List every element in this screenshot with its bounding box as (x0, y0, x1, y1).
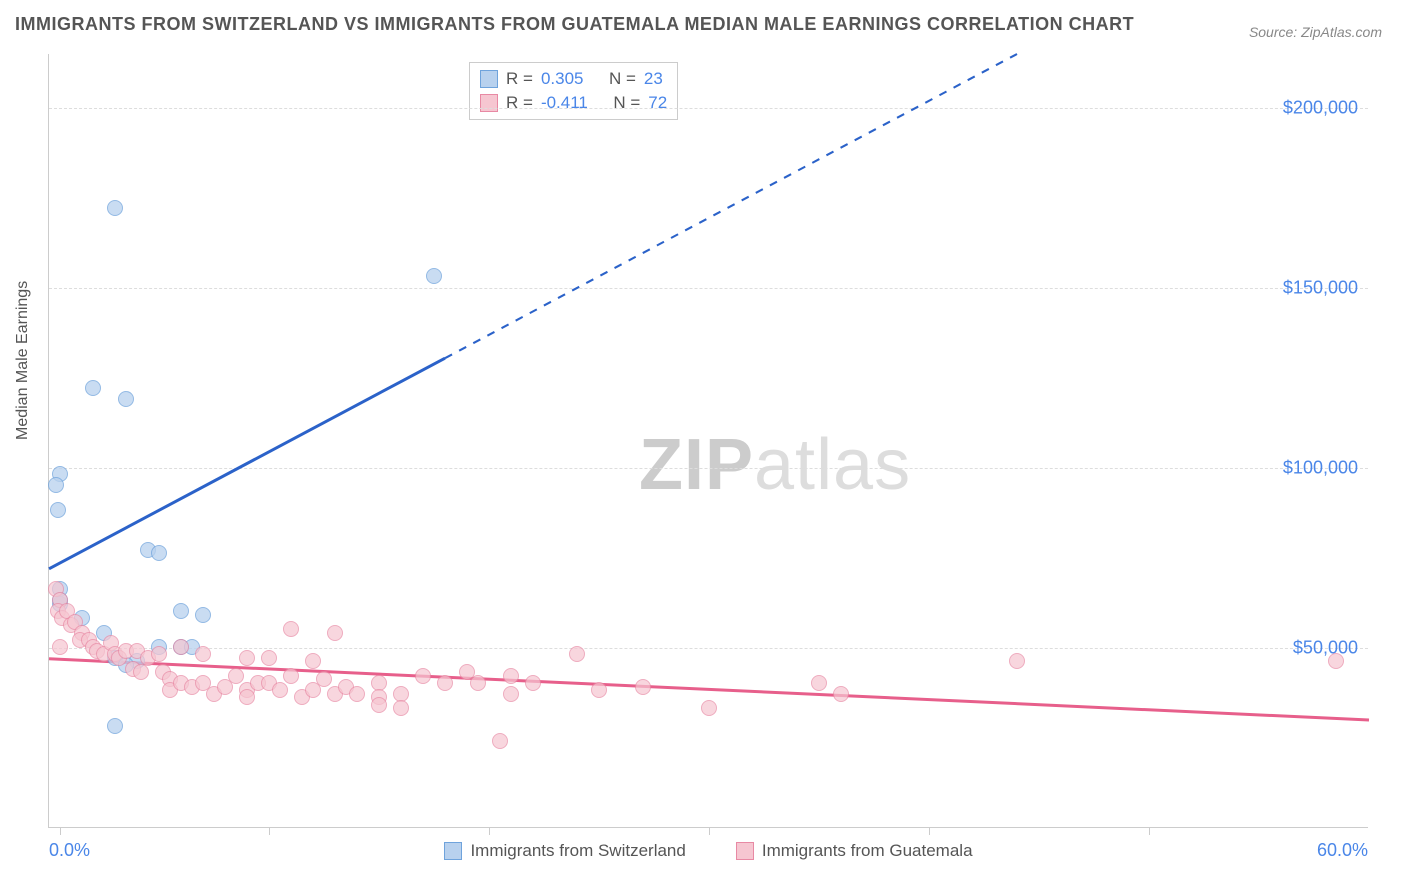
data-point-guatemala (316, 671, 332, 687)
data-point-guatemala (327, 625, 343, 641)
data-point-guatemala (591, 682, 607, 698)
data-point-guatemala (283, 621, 299, 637)
legend-item-switzerland: Immigrants from Switzerland (444, 841, 685, 861)
data-point-guatemala (525, 675, 541, 691)
data-point-guatemala (272, 682, 288, 698)
data-point-guatemala (133, 664, 149, 680)
data-point-switzerland (107, 718, 123, 734)
chart-title: IMMIGRANTS FROM SWITZERLAND VS IMMIGRANT… (15, 14, 1134, 35)
data-point-guatemala (283, 668, 299, 684)
x-tick (1149, 827, 1150, 835)
data-point-guatemala (503, 668, 519, 684)
bottom-legend: Immigrants from Switzerland Immigrants f… (49, 841, 1368, 861)
data-point-guatemala (228, 668, 244, 684)
data-point-guatemala (52, 639, 68, 655)
data-point-switzerland (48, 477, 64, 493)
x-tick (929, 827, 930, 835)
legend-label-switzerland: Immigrants from Switzerland (470, 841, 685, 861)
data-point-guatemala (239, 650, 255, 666)
data-point-guatemala (393, 700, 409, 716)
data-point-switzerland (151, 545, 167, 561)
data-point-switzerland (107, 200, 123, 216)
x-tick (60, 827, 61, 835)
data-point-guatemala (701, 700, 717, 716)
data-point-guatemala (349, 686, 365, 702)
x-tick (709, 827, 710, 835)
data-point-guatemala (492, 733, 508, 749)
data-point-guatemala (437, 675, 453, 691)
data-point-guatemala (833, 686, 849, 702)
data-point-guatemala (151, 646, 167, 662)
data-point-guatemala (195, 646, 211, 662)
data-point-switzerland (173, 603, 189, 619)
data-point-guatemala (569, 646, 585, 662)
scatter-chart: ZIPatlas R = 0.305 N = 23 R = -0.411 N =… (48, 54, 1368, 828)
data-point-guatemala (811, 675, 827, 691)
data-point-guatemala (415, 668, 431, 684)
data-point-guatemala (470, 675, 486, 691)
x-tick (489, 827, 490, 835)
data-point-guatemala (1328, 653, 1344, 669)
legend-swatch-guatemala (736, 842, 754, 860)
data-point-switzerland (50, 502, 66, 518)
x-tick (269, 827, 270, 835)
data-point-switzerland (118, 391, 134, 407)
source-attribution: Source: ZipAtlas.com (1249, 24, 1382, 40)
legend-label-guatemala: Immigrants from Guatemala (762, 841, 973, 861)
legend-item-guatemala: Immigrants from Guatemala (736, 841, 973, 861)
legend-swatch-switzerland (444, 842, 462, 860)
data-point-guatemala (261, 650, 277, 666)
data-point-guatemala (239, 689, 255, 705)
y-axis-label: Median Male Earnings (14, 281, 32, 440)
data-point-guatemala (1009, 653, 1025, 669)
data-point-switzerland (426, 268, 442, 284)
data-point-guatemala (635, 679, 651, 695)
data-point-guatemala (503, 686, 519, 702)
data-point-guatemala (371, 697, 387, 713)
data-point-switzerland (85, 380, 101, 396)
data-point-switzerland (195, 607, 211, 623)
data-point-guatemala (173, 639, 189, 655)
data-point-guatemala (305, 653, 321, 669)
